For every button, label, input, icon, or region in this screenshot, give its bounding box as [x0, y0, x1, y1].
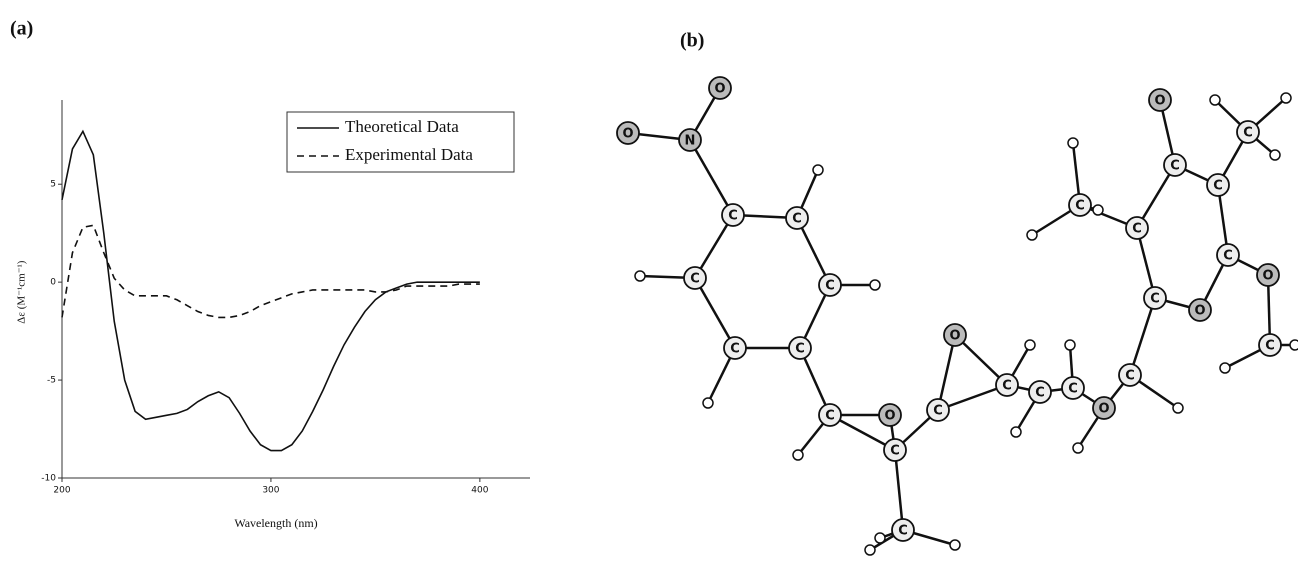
- y-tick-label: 0: [50, 278, 56, 288]
- figure: (a) (b) -10 -5 0 5 200 300 400 Wavelength (nm) Δ…: [0, 0, 1298, 567]
- legend-label: Theoretical Data: [345, 117, 459, 136]
- panel-label: (a): [10, 18, 33, 40]
- y-axis-label: Δε (M⁻¹cm⁻¹): [16, 260, 28, 324]
- hydrogen: [1290, 340, 1298, 350]
- hydrogen: [1065, 340, 1075, 350]
- hydrogen: [1270, 150, 1280, 160]
- hydrogen: [1027, 230, 1037, 240]
- hydrogen: [793, 450, 803, 460]
- atom-label: C: [795, 342, 805, 357]
- hydrogen: [1281, 93, 1291, 103]
- hydrogen: [950, 540, 960, 550]
- molecule: O O N C C C C C C C O C C O C C C C O C C O C C C O C C O C C: [617, 77, 1298, 555]
- bond: [895, 450, 903, 530]
- hydrogen: [635, 271, 645, 281]
- atom-label: C: [1075, 199, 1085, 214]
- x-tick-label: 300: [262, 486, 279, 496]
- atom-label: O: [1098, 402, 1109, 417]
- bond: [690, 140, 733, 215]
- hydrogen: [1220, 363, 1230, 373]
- atom-label: O: [1154, 94, 1165, 109]
- atom-label: C: [1068, 382, 1078, 397]
- panel-label: (b): [680, 30, 704, 52]
- atom-label: O: [949, 329, 960, 344]
- atom-label: O: [714, 82, 725, 97]
- legend-label: Experimental Data: [345, 145, 473, 164]
- atom-label: C: [690, 272, 700, 287]
- hydrogen: [1210, 95, 1220, 105]
- hydrogen: [1011, 427, 1021, 437]
- hydrogen: [1073, 443, 1083, 453]
- atom-label: C: [890, 444, 900, 459]
- atom-label: C: [825, 279, 835, 294]
- atom-label: C: [933, 404, 943, 419]
- atom-label: C: [1132, 222, 1142, 237]
- atom-label: N: [685, 134, 696, 149]
- atom-label: C: [1150, 292, 1160, 307]
- y-tick-label: -5: [47, 376, 56, 386]
- hydrogen: [1173, 403, 1183, 413]
- hydrogen: [1068, 138, 1078, 148]
- x-tick-label: 400: [471, 486, 488, 496]
- atom-label: C: [1170, 159, 1180, 174]
- atom-label: C: [1213, 179, 1223, 194]
- bond: [1130, 298, 1155, 375]
- atom-label: C: [1002, 379, 1012, 394]
- x-axis-label: Wavelength (nm): [234, 516, 317, 530]
- x-tick-label: 200: [53, 486, 70, 496]
- hydrogen: [1093, 205, 1103, 215]
- hydrogen: [865, 545, 875, 555]
- atom-label: C: [1125, 369, 1135, 384]
- y-tick-label: -10: [41, 474, 56, 484]
- page: {"panel_labels": ["(a)", "(b)"], "chart_…: [0, 0, 1298, 567]
- bond: [695, 278, 735, 348]
- atom-label: O: [622, 127, 633, 142]
- atom-label: C: [728, 209, 738, 224]
- atom-label: C: [1265, 339, 1275, 354]
- atom-label: C: [898, 524, 908, 539]
- atom-label: C: [792, 212, 802, 227]
- data-line: [62, 225, 480, 317]
- chart: -10 -5 0 5 200 300 400 Wavelength (nm) Δε (M⁻¹cm…: [16, 100, 530, 530]
- atom-label: C: [730, 342, 740, 357]
- hydrogen: [870, 280, 880, 290]
- atom-label: O: [1194, 304, 1205, 319]
- atom-label: O: [884, 409, 895, 424]
- hydrogen: [1025, 340, 1035, 350]
- atom-label: C: [1223, 249, 1233, 264]
- atom-label: O: [1262, 269, 1273, 284]
- hydrogen: [875, 533, 885, 543]
- data-line: [62, 131, 480, 450]
- atom-label: C: [1243, 126, 1253, 141]
- hydrogen: [813, 165, 823, 175]
- atom-label: C: [825, 409, 835, 424]
- atom-label: C: [1035, 386, 1045, 401]
- y-tick-label: 5: [50, 180, 56, 190]
- hydrogen: [703, 398, 713, 408]
